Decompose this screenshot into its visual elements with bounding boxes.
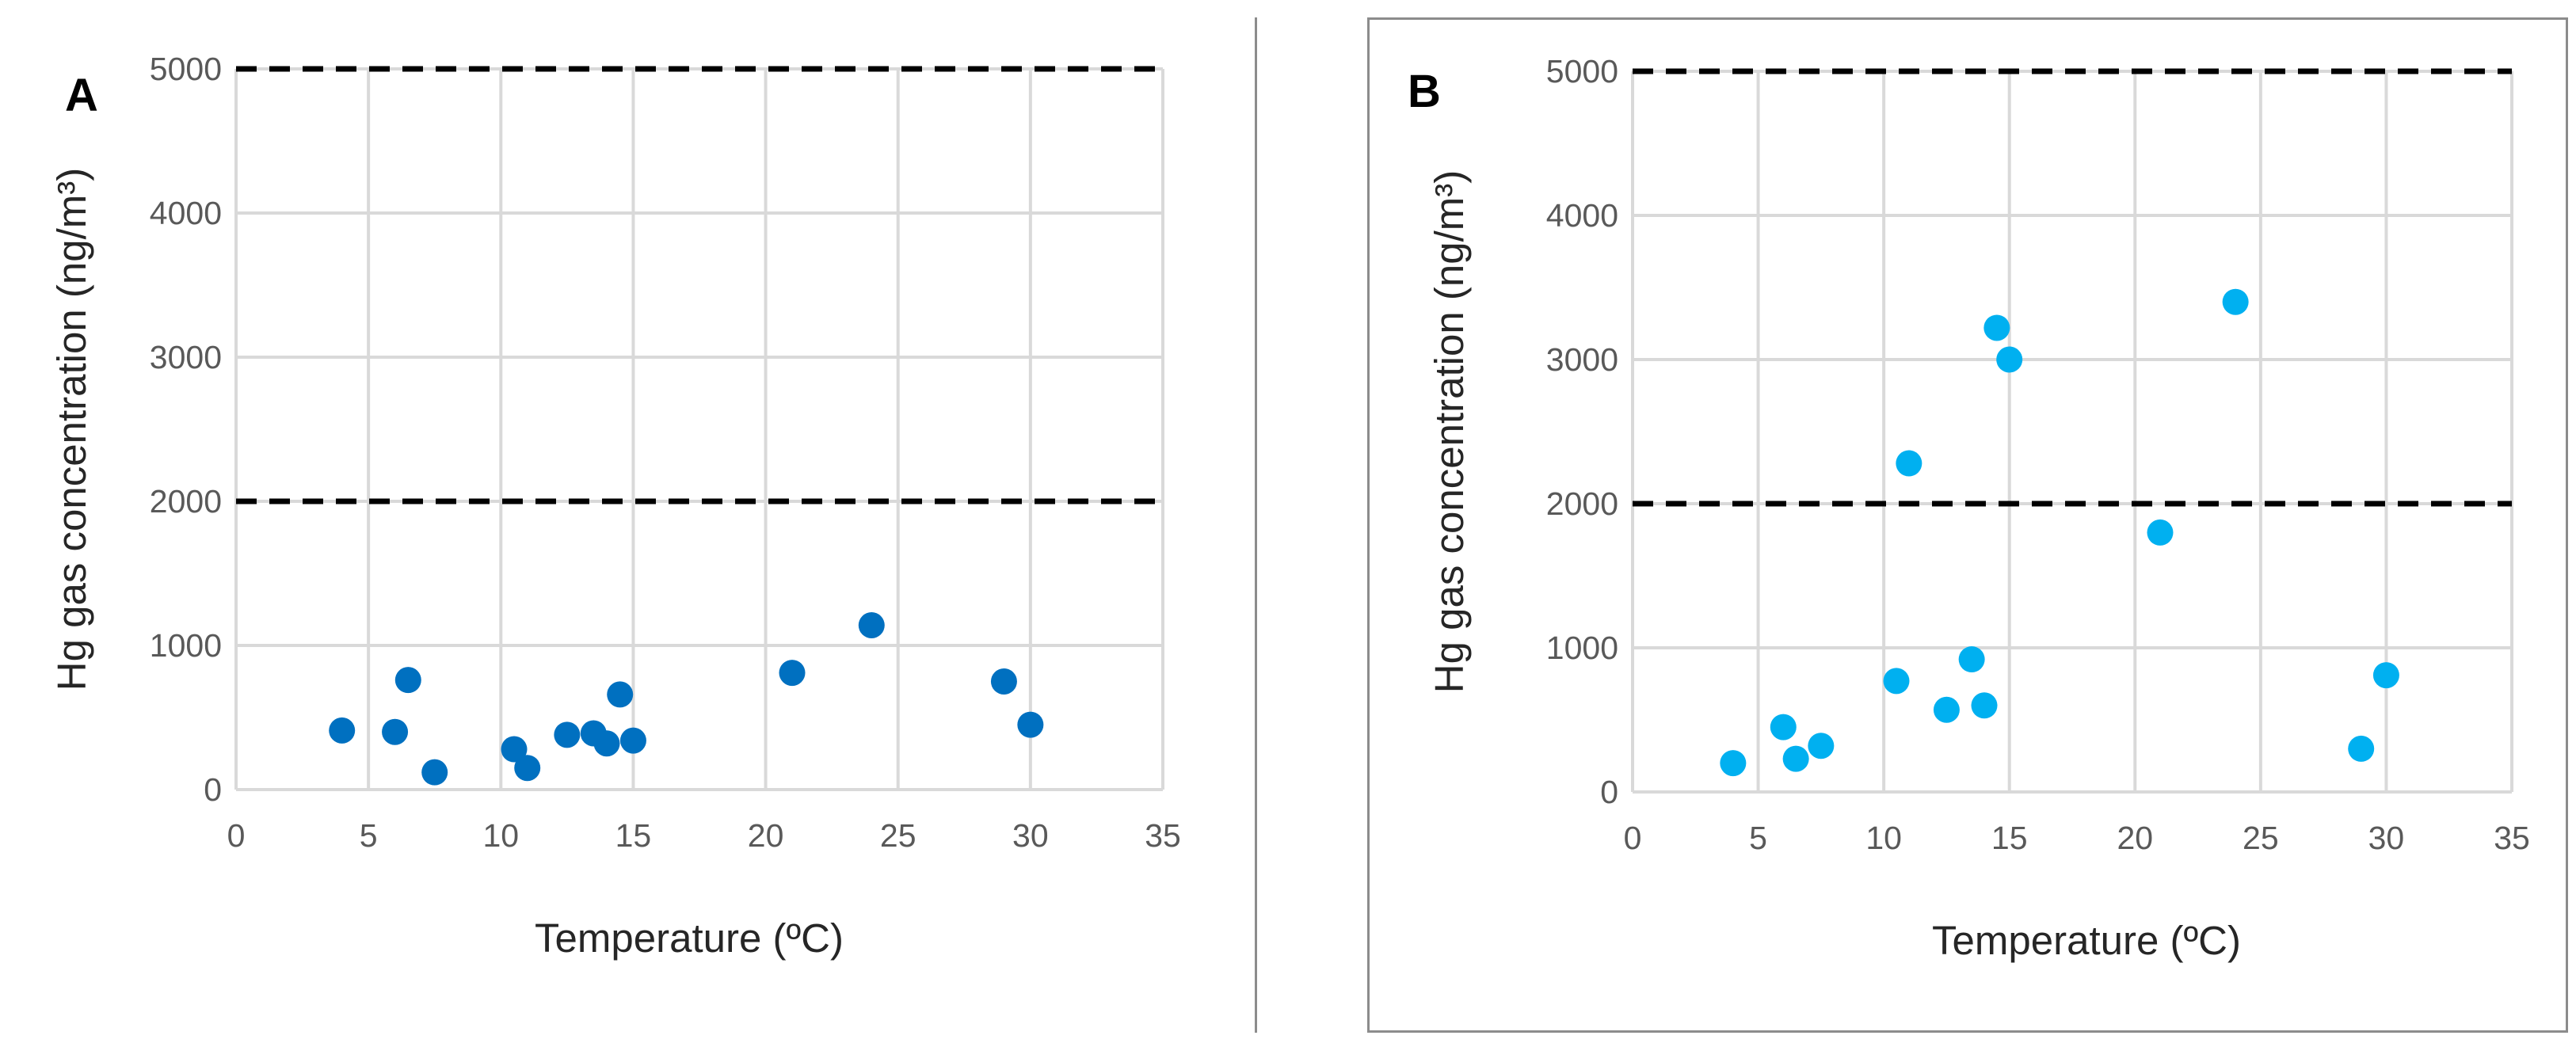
data-point xyxy=(858,612,885,639)
y-axis-title-b: Hg gas concentration (ng/m³) xyxy=(1427,170,1472,693)
data-point xyxy=(1808,733,1835,759)
data-point xyxy=(1017,711,1044,738)
x-tick-label: 10 xyxy=(1865,820,1902,856)
data-point xyxy=(779,660,806,687)
x-tick-label: 25 xyxy=(880,817,916,854)
data-point xyxy=(514,755,541,782)
chart-panel-b: 0 5 10 15 20 25 30 35 0 1000 2000 3000 4000 5000 B Te… xyxy=(1367,17,2568,1033)
x-axis-title-a: Temperature (ºC) xyxy=(535,915,844,961)
x-tick-label: 35 xyxy=(2494,820,2530,856)
data-point xyxy=(421,759,448,786)
x-tick-label: 0 xyxy=(1624,820,1642,856)
x-tick-label: 15 xyxy=(615,817,652,854)
data-point xyxy=(2372,662,2399,689)
data-point xyxy=(619,727,646,754)
panel-label-a: A xyxy=(65,70,98,121)
data-point xyxy=(2147,519,2174,546)
data-point xyxy=(1883,668,1910,695)
chart-panel-a: 0 5 10 15 20 25 30 35 0 1000 2000 3000 4000 5000 A Te… xyxy=(0,17,1257,1033)
data-point xyxy=(1983,314,2010,341)
data-point xyxy=(1720,750,1747,777)
x-tick-label: 15 xyxy=(1991,820,2028,856)
data-point xyxy=(593,730,620,757)
data-point xyxy=(1896,450,1922,477)
y-tick-label: 2000 xyxy=(150,483,222,520)
data-point xyxy=(554,721,581,748)
y-tick-label: 4000 xyxy=(1546,197,1618,234)
y-tick-label: 3000 xyxy=(150,339,222,375)
y-tick-label: 1000 xyxy=(150,627,222,664)
y-tick-label: 0 xyxy=(1600,774,1618,810)
data-point xyxy=(329,717,356,744)
x-tick-label: 30 xyxy=(2368,820,2405,856)
y-axis-title-a: Hg gas concentration (ng/m³) xyxy=(49,168,94,691)
x-tick-label: 25 xyxy=(2243,820,2279,856)
data-point xyxy=(1958,646,1985,673)
data-point xyxy=(1971,692,1998,719)
y-tick-label: 5000 xyxy=(150,51,222,87)
data-point xyxy=(1933,696,1960,723)
panel-label-b: B xyxy=(1408,66,1441,117)
x-tick-label: 20 xyxy=(2117,820,2153,856)
y-tick-label: 3000 xyxy=(1546,341,1618,378)
data-point xyxy=(2348,735,2375,762)
data-point xyxy=(1996,346,2023,373)
data-point xyxy=(501,736,528,763)
data-point xyxy=(607,681,634,708)
x-tick-label: 35 xyxy=(1145,817,1181,854)
x-tick-label: 5 xyxy=(360,817,378,854)
data-point xyxy=(1782,745,1809,772)
scatter-chart-a: 0 5 10 15 20 25 30 35 0 1000 2000 3000 4000 5000 A Te… xyxy=(49,51,1181,961)
y-tick-label: 1000 xyxy=(1546,630,1618,666)
x-tick-label: 20 xyxy=(748,817,784,854)
x-tick-label: 30 xyxy=(1012,817,1049,854)
x-tick-label: 0 xyxy=(227,817,246,854)
x-tick-label: 10 xyxy=(482,817,519,854)
y-tick-label: 2000 xyxy=(1546,485,1618,522)
y-tick-label: 5000 xyxy=(1546,53,1618,89)
y-tick-label: 4000 xyxy=(150,195,222,231)
x-tick-label: 5 xyxy=(1749,820,1767,856)
data-point xyxy=(1770,714,1797,740)
data-point xyxy=(394,667,421,694)
data-point xyxy=(990,668,1017,695)
y-tick-label: 0 xyxy=(204,771,222,808)
x-axis-title-b: Temperature (ºC) xyxy=(1932,918,2241,963)
data-point xyxy=(2222,288,2249,315)
data-point xyxy=(382,718,409,745)
scatter-chart-b: 0 5 10 15 20 25 30 35 0 1000 2000 3000 4000 5000 B Te… xyxy=(1408,53,2530,963)
